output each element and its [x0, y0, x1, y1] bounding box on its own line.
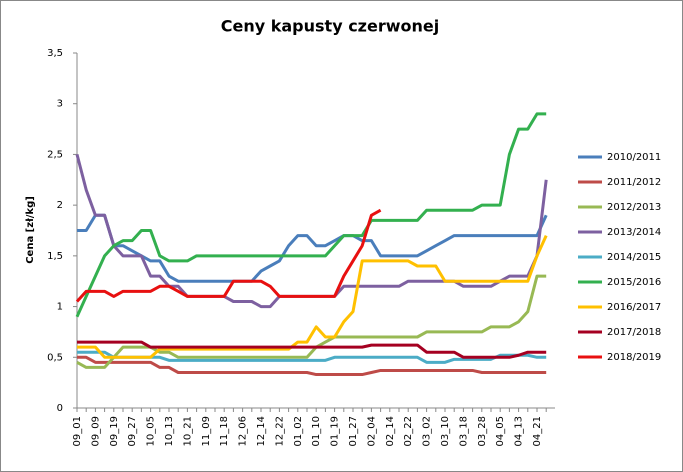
y-tick-label: 3 [57, 99, 63, 110]
series-line [76, 274, 547, 369]
x-tick-label: 09_09 [90, 416, 101, 446]
x-tick-label: 01_19 [330, 416, 341, 446]
x-tick-label: 02_04 [366, 416, 377, 446]
x-tick-label: 10_21 [182, 416, 193, 446]
x-tick-label: 12_06 [238, 416, 249, 446]
legend-label: 2013/2014 [607, 227, 661, 238]
x-tick-label: 01_27 [348, 416, 359, 446]
legend-label: 2012/2013 [607, 202, 661, 213]
y-tick-label: 2,5 [47, 149, 63, 160]
x-tick-label: 10_13 [164, 416, 175, 446]
x-tick-label: 01_02 [293, 416, 304, 446]
y-tick-label: 1,5 [47, 251, 63, 262]
x-tick-label: 03_18 [458, 416, 469, 446]
x-tick-label: 03_10 [440, 416, 451, 446]
series-line [75, 112, 547, 318]
y-tick-label: 3,5 [47, 48, 63, 59]
legend-label: 2015/2016 [607, 277, 661, 288]
x-tick-label: 10_05 [146, 416, 157, 446]
series-line [77, 340, 547, 359]
series-line [77, 213, 548, 283]
legend-label: 2016/2017 [607, 302, 661, 313]
y-tick-label: 1 [57, 302, 63, 313]
series-line [77, 234, 548, 359]
x-tick-label: 03_02 [422, 416, 433, 446]
x-tick-label: 04_21 [532, 416, 543, 446]
legend-label: 2010/2011 [607, 152, 661, 163]
x-tick-label: 04_13 [514, 416, 525, 446]
legend-label: 2017/2018 [607, 327, 661, 338]
series-line [77, 355, 547, 377]
x-tick-label: 09_19 [109, 416, 120, 446]
y-axis-label: Cena [zł/kg] [25, 196, 36, 264]
legend-label: 2011/2012 [607, 177, 661, 188]
x-tick-label: 11_09 [201, 416, 212, 446]
series-line [77, 350, 547, 364]
y-tick-label: 0 [57, 403, 63, 414]
legend-label: 2018/2019 [607, 352, 661, 363]
x-tick-label: 03_28 [477, 416, 488, 446]
series-line [75, 208, 382, 303]
y-tick-label: 2 [57, 200, 63, 211]
x-tick-label: 09_01 [72, 416, 83, 446]
x-tick-label: 12_14 [256, 416, 267, 446]
y-tick-label: 0,5 [47, 352, 63, 363]
x-tick-label: 01_10 [311, 416, 322, 446]
x-tick-label: 11_18 [219, 416, 230, 446]
x-tick-label: 09_27 [127, 416, 138, 446]
legend-label: 2014/2015 [607, 252, 661, 263]
x-tick-label: 02_22 [403, 416, 414, 446]
x-tick-label: 12_22 [274, 416, 285, 446]
chart-title: Ceny kapusty czerwonej [221, 17, 439, 36]
x-tick-label: 04_05 [495, 416, 506, 446]
x-tick-label: 02_14 [385, 416, 396, 446]
